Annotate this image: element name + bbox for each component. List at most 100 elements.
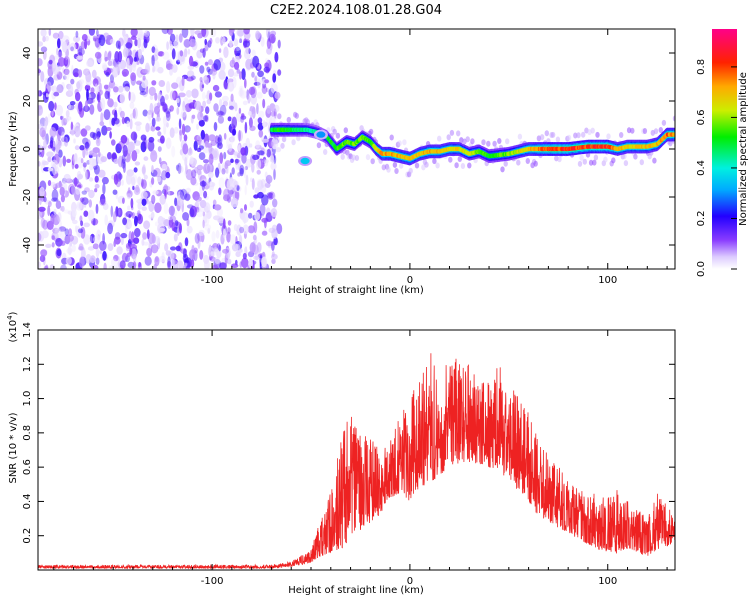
noise-speckle <box>100 98 106 110</box>
frequency-ridge <box>269 110 675 178</box>
noise-speckle <box>166 41 170 50</box>
noise-speckle <box>228 105 234 110</box>
ridge-halo <box>399 162 404 169</box>
noise-speckle <box>92 147 100 154</box>
noise-speckle <box>261 230 268 236</box>
noise-speckle <box>265 240 273 247</box>
noise-speckle <box>204 224 212 231</box>
noise-speckle <box>153 167 161 178</box>
noise-speckle <box>227 220 232 226</box>
noise-speckle <box>133 237 140 245</box>
noise-speckle <box>244 247 247 254</box>
noise-speckle <box>120 236 124 246</box>
noise-speckle <box>199 65 205 74</box>
noise-speckle <box>252 55 260 68</box>
noise-speckle <box>70 121 74 131</box>
noise-speckle <box>273 154 277 165</box>
noise-speckle <box>94 51 102 59</box>
y-tick-label: 0.4 <box>22 493 33 509</box>
noise-speckle <box>95 127 101 140</box>
noise-speckle <box>186 76 194 82</box>
noise-speckle <box>266 29 271 39</box>
ridge-halo <box>291 139 296 146</box>
noise-speckle <box>170 205 174 216</box>
ridge-halo <box>639 159 644 166</box>
noise-speckle <box>127 205 131 211</box>
noise-speckle <box>129 101 135 109</box>
noise-speckle <box>109 38 115 45</box>
noise-speckle <box>67 104 75 111</box>
noise-speckle <box>191 114 196 120</box>
ridge-halo <box>652 157 657 164</box>
noise-speckle <box>169 43 174 51</box>
colorbar-tick-label: 0.8 <box>696 59 707 75</box>
noise-speckle <box>167 256 171 268</box>
noise-speckle <box>44 35 49 42</box>
noise-speckle <box>180 111 184 118</box>
noise-speckle <box>127 221 132 229</box>
noise-speckle <box>200 129 205 140</box>
noise-speckle <box>113 158 119 164</box>
noise-speckle <box>174 220 179 227</box>
noise-speckle <box>117 155 124 168</box>
noise-speckle <box>52 32 60 39</box>
noise-speckle <box>164 243 169 252</box>
noise-speckle <box>151 80 157 86</box>
noise-speckle <box>196 123 199 130</box>
noise-speckle <box>191 169 197 179</box>
ridge-halo <box>354 155 360 161</box>
noise-speckle <box>114 232 121 240</box>
noise-speckle <box>266 47 272 55</box>
noise-speckle <box>223 151 227 160</box>
noise-speckle <box>202 100 207 109</box>
noise-speckle <box>210 139 217 146</box>
noise-speckle <box>255 140 261 149</box>
noise-speckle <box>143 220 151 230</box>
noise-speckle <box>95 247 100 258</box>
noise-speckle <box>213 204 222 211</box>
noise-speckle <box>134 227 141 238</box>
noise-speckle <box>252 234 257 241</box>
ridge-halo <box>533 160 538 167</box>
noise-speckle <box>203 214 208 224</box>
noise-speckle <box>64 228 70 236</box>
noise-speckle <box>72 153 78 165</box>
noise-speckle <box>125 224 128 235</box>
noise-speckle <box>40 46 48 53</box>
noise-speckle <box>258 129 264 138</box>
noise-speckle <box>216 110 224 117</box>
noise-speckle <box>169 33 176 42</box>
noise-speckle <box>189 249 196 260</box>
noise-speckle <box>142 164 146 176</box>
ridge-halo <box>275 137 280 144</box>
noise-speckle <box>239 226 245 234</box>
noise-speckle <box>175 34 179 42</box>
noise-speckle <box>265 212 273 223</box>
noise-speckle <box>94 175 99 183</box>
noise-speckle <box>96 29 99 37</box>
noise-speckle <box>165 137 172 150</box>
noise-speckle <box>198 152 206 161</box>
noise-speckle <box>129 118 133 130</box>
noise-speckle <box>60 240 66 246</box>
noise-speckle <box>184 170 188 176</box>
noise-speckle <box>51 163 57 176</box>
noise-speckle <box>219 104 227 117</box>
noise-speckle <box>130 29 138 37</box>
noise-speckle <box>210 251 216 257</box>
noise-speckle <box>223 218 226 229</box>
ridge-halo <box>432 158 437 165</box>
noise-speckle <box>232 128 237 136</box>
noise-speckle <box>67 104 75 112</box>
ridge-secondary-blob <box>316 131 326 138</box>
noise-speckle <box>62 155 67 167</box>
noise-speckle <box>194 196 202 202</box>
y-tick-label: 1.4 <box>22 322 33 338</box>
noise-speckle <box>221 168 226 175</box>
colorbar-gradient <box>712 29 737 269</box>
noise-speckle <box>196 164 204 171</box>
noise-speckle <box>85 170 88 181</box>
noise-speckle <box>134 121 142 126</box>
noise-speckle <box>165 110 171 118</box>
ridge-halo <box>595 131 600 138</box>
